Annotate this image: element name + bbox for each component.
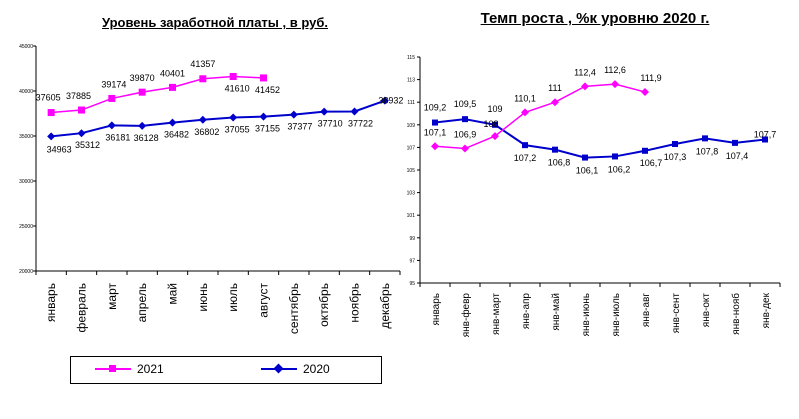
x-tick-label: январь (431, 293, 442, 325)
point-2020 (612, 153, 618, 159)
point-2021 (461, 145, 469, 153)
x-tick-label: янв-март (491, 293, 502, 335)
point-2021 (551, 98, 559, 106)
point-2021 (581, 82, 589, 90)
data-label-2021: 112,6 (604, 65, 626, 75)
point-2021 (431, 142, 439, 150)
data-label-2021: 111 (548, 83, 562, 93)
point-2020 (582, 155, 588, 161)
legend-line-2020 (261, 368, 297, 370)
data-label-2020: 106,1 (576, 166, 599, 176)
x-tick-label: янв-нояб (730, 293, 742, 335)
x-tick-label: янв-сент (671, 293, 682, 334)
data-label-2021: 110,1 (514, 93, 536, 103)
point-2020 (462, 116, 468, 122)
x-tick-label: янв-дек (761, 292, 772, 328)
data-label-2021: 111,9 (640, 73, 661, 83)
y-tick-label: 113 (407, 78, 415, 84)
y-tick-label: 99 (409, 236, 415, 242)
point-2020 (702, 135, 708, 141)
y-tick-label: 101 (407, 213, 416, 219)
x-tick-label: янв-февр (460, 293, 472, 338)
data-label-2020: 107,2 (514, 153, 537, 163)
y-tick-label: 115 (407, 55, 415, 61)
point-2020 (522, 142, 528, 148)
data-label-2020: 107,3 (664, 152, 687, 162)
data-label-2020: 109,5 (454, 99, 477, 109)
y-tick-label: 95 (409, 281, 415, 287)
x-tick-label: янв-апр (521, 293, 532, 330)
data-label-2020: 107,7 (754, 129, 777, 139)
legend-label-2021: 2021 (137, 362, 164, 376)
x-tick-label: янв-июнь (581, 293, 592, 336)
legend-item-2020: 2020 (261, 362, 330, 376)
legend-label-2020: 2020 (303, 362, 330, 376)
legend-line-2021 (95, 368, 131, 370)
diamond-marker-icon (274, 364, 284, 374)
x-tick-label: янв-авг (641, 293, 652, 327)
data-label-2021: 107,1 (424, 127, 447, 137)
data-label-2021: 106,9 (454, 130, 477, 140)
y-tick-label: 105 (407, 168, 416, 174)
legend-item-2021: 2021 (95, 362, 164, 376)
data-label-2021: 112,4 (574, 67, 596, 77)
data-label-2020: 106,2 (608, 164, 631, 174)
y-tick-label: 103 (407, 191, 416, 197)
point-2020 (642, 148, 648, 154)
data-label-2020: 107,4 (726, 151, 749, 161)
x-tick-label: янв-май (551, 293, 562, 331)
data-label-2020: 109,2 (424, 103, 447, 113)
legend: 2021 2020 (70, 356, 382, 384)
x-tick-label: янв-окт (701, 293, 712, 328)
point-2021 (641, 88, 649, 96)
square-marker-icon (109, 365, 116, 372)
data-label-2020: 107,8 (696, 146, 719, 156)
x-tick-label: янв-июль (611, 293, 622, 337)
point-2020 (432, 120, 438, 126)
point-2020 (552, 147, 558, 153)
data-label-2020: 106,7 (640, 158, 663, 168)
y-tick-label: 107 (407, 145, 416, 151)
y-tick-label: 97 (409, 258, 415, 264)
data-label-2020: 109 (487, 104, 502, 114)
data-label-2021: 108 (483, 119, 498, 129)
y-tick-label: 111 (407, 100, 415, 106)
y-tick-label: 109 (407, 123, 416, 129)
point-2020 (672, 141, 678, 147)
point-2021 (611, 80, 619, 88)
point-2020 (732, 140, 738, 146)
data-label-2020: 106,8 (548, 158, 571, 168)
